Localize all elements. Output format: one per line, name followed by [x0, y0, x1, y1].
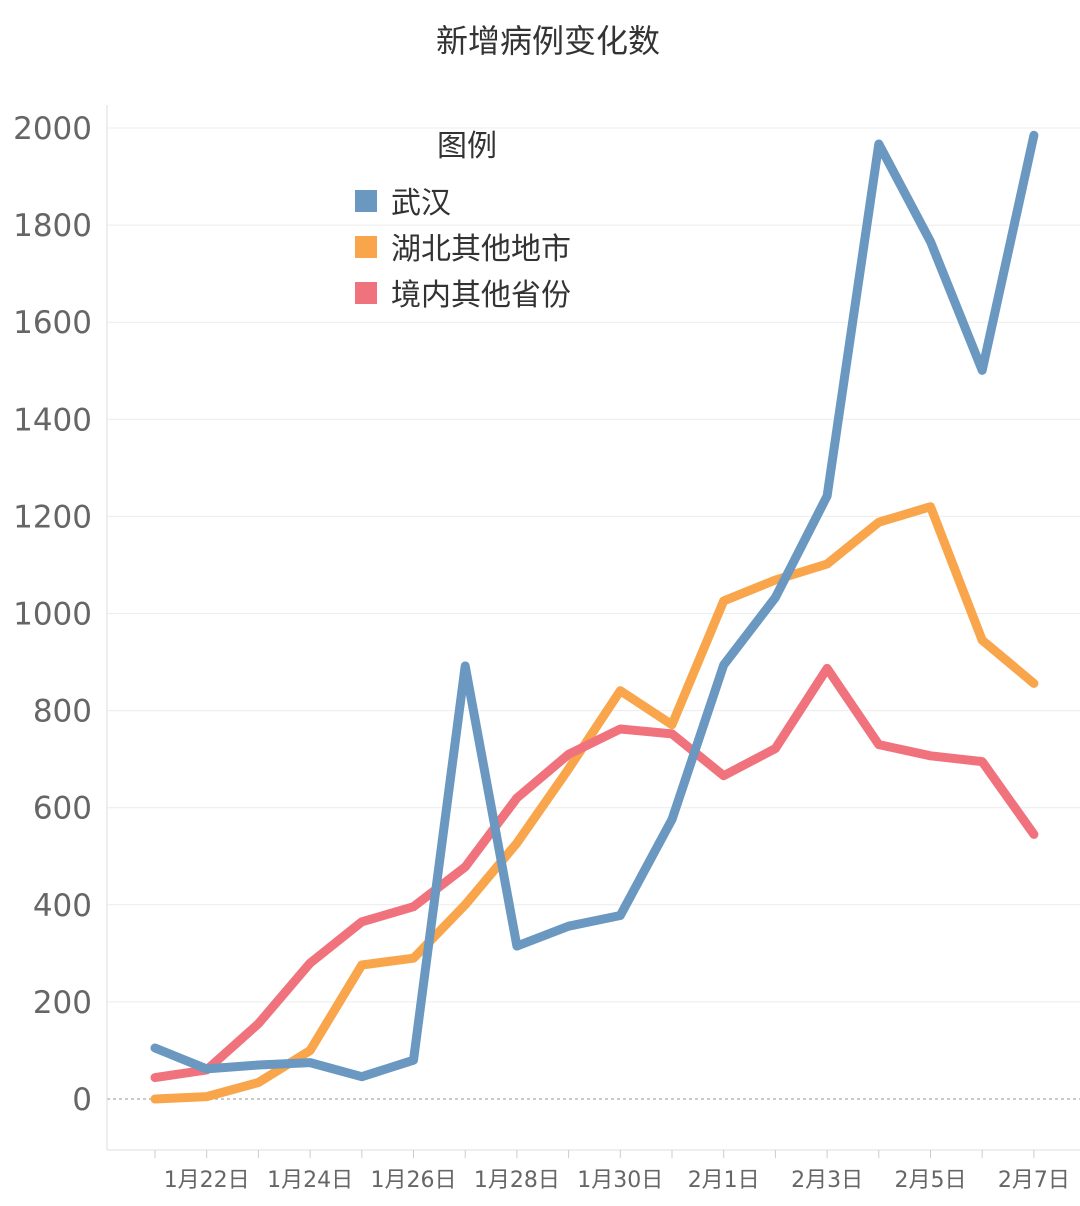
legend-swatch: [355, 236, 377, 258]
legend-label: 武汉: [391, 186, 451, 221]
y-tick-label: 400: [33, 888, 92, 924]
y-tick-label: 1800: [13, 208, 92, 244]
series-line-3: [150, 663, 1039, 1083]
legend-label: 境内其他省份: [391, 278, 571, 313]
y-tick-label: 1000: [13, 597, 92, 633]
y-tick-label: 200: [33, 985, 92, 1021]
x-tick-label: 1月30日: [577, 1168, 663, 1193]
x-tick-label: 1月24日: [267, 1168, 353, 1193]
x-tick-label: 1月22日: [164, 1168, 250, 1193]
x-tick-label: 2月5日: [895, 1168, 967, 1193]
y-tick-label: 800: [33, 694, 92, 730]
y-tick-label: 1400: [13, 402, 92, 438]
x-axis: 1月22日 1月24日 1月26日 1月28日 1月30日 2月1日 2月3日 2月5日 2月7…: [154, 1150, 1070, 1193]
y-tick-label: 0: [72, 1082, 92, 1118]
series-lines: [150, 130, 1039, 1104]
legend-title: 图例: [437, 129, 497, 164]
y-tick-label: 600: [33, 791, 92, 827]
x-tick-label: 1月26日: [371, 1168, 457, 1193]
series-line-1: [150, 130, 1039, 1082]
y-tick-label: 1600: [13, 305, 92, 341]
series-line-2: [150, 502, 1039, 1104]
chart-title: 新增病例变化数: [436, 22, 660, 60]
x-tick-label: 2月1日: [688, 1168, 760, 1193]
legend-swatch: [355, 282, 377, 304]
legend-swatch: [355, 190, 377, 212]
y-tick-label: 1200: [13, 499, 92, 535]
x-tick-label: 1月28日: [474, 1168, 560, 1193]
legend-label: 湖北其他地市: [391, 232, 571, 267]
y-axis: 0 200 400 600 800 1000 1200 1400 1600 1800 2000: [13, 111, 92, 1118]
x-tick-label: 2月7日: [998, 1168, 1070, 1193]
gridlines: [106, 105, 1080, 1151]
x-tick-label: 2月3日: [791, 1168, 863, 1193]
y-tick-label: 2000: [13, 111, 92, 147]
